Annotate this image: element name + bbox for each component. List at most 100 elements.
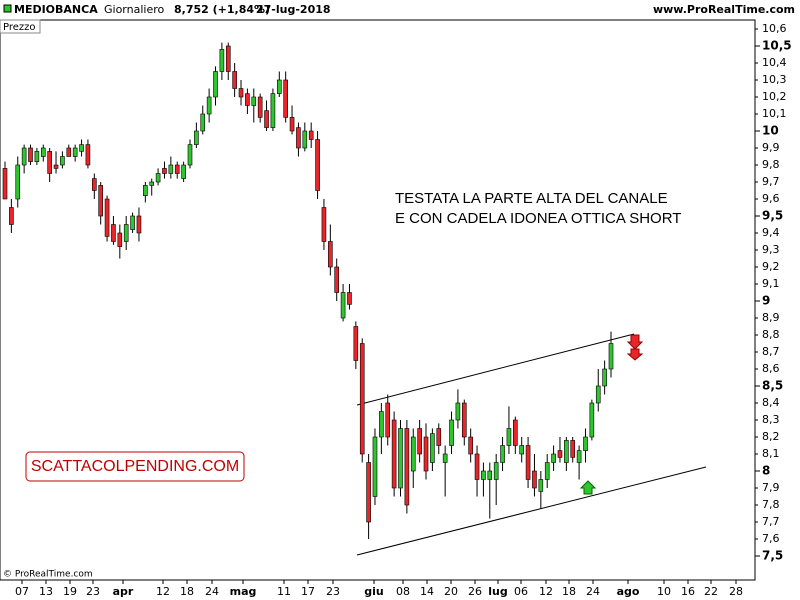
y-tick-label: 9 [762,294,770,308]
candle-body [519,445,524,455]
candle-body [155,173,161,183]
channel-lower [356,466,707,556]
candle-body [544,462,550,480]
candle-body [404,428,410,506]
x-tick-label: apr [113,585,134,598]
candle-body [200,113,206,132]
y-tick-label: 10,5 [762,39,792,53]
candle-body [245,93,250,106]
x-tick-label: giu [364,585,383,598]
candle-body [60,156,65,166]
candle-body [366,462,371,523]
candle-body [525,445,531,480]
y-tick-label: 10,1 [762,107,787,120]
candle-body [455,402,461,421]
candle-body [117,232,123,247]
candle-body [98,185,103,217]
candle-body [53,164,59,169]
candle-body [474,453,480,480]
period: Giornaliero [104,3,165,16]
candle-body [104,198,110,237]
x-tick-label: 14 [420,585,434,598]
x-tick-label: 24 [586,585,600,598]
panel-label-box [0,19,41,34]
candle-body [85,144,91,166]
candle-body [28,147,33,162]
y-tick-label: 7,6 [762,532,780,545]
candle-body [391,419,397,489]
candle-body [270,93,276,128]
candle-body [47,151,52,174]
y-tick-label: 9,9 [762,141,780,154]
y-tick-label: 7,9 [762,481,780,494]
candle-body [557,450,563,458]
y-tick-label: 10,2 [762,90,787,103]
candle-body [308,130,314,140]
candle-body [436,428,442,446]
candle-body [461,402,467,438]
x-tick-label: mag [230,585,257,598]
channel-upper [356,333,635,406]
candle-body [251,96,257,106]
candle-body [468,436,473,455]
candle-body [442,453,448,463]
y-tick-label: 7,8 [762,498,780,511]
candle-body [608,343,614,370]
x-tick-label: 10 [657,585,671,598]
candle-body [589,402,595,438]
annotation: TESTATA LA PARTE ALTA DEL CANALE [395,190,668,207]
candle-body [257,96,263,118]
candle-body [111,224,116,242]
y-tick-label: 7,5 [762,549,783,563]
y-tick-label: 9,5 [762,209,783,223]
candle-body [40,147,46,157]
candle-body [219,49,225,72]
candle-body [372,436,378,497]
candle-body [595,385,601,404]
candle-body [334,266,340,293]
y-tick-label: 8,4 [762,396,780,409]
annotation: E CON CADELA IDONEA OTTICA SHORT [395,210,681,227]
y-tick-label: 9,6 [762,192,780,205]
x-tick-label: 13 [39,585,53,598]
y-tick-label: 10,6 [762,22,787,35]
y-tick-label: 8,9 [762,311,780,324]
y-tick-label: 8,2 [762,430,780,443]
x-tick-label: 08 [396,585,410,598]
candle-body [206,96,212,115]
candle-body [583,436,588,451]
candle-body [15,164,21,200]
candle-body [430,433,435,463]
plot-frame [0,19,756,581]
y-tick-label: 9,3 [762,243,780,256]
y-tick-label: 8,5 [762,379,783,393]
candle-body [347,292,352,305]
x-tick-label: 20 [444,585,458,598]
x-tick-label: 12 [156,585,170,598]
x-tick-label: 06 [514,585,528,598]
candle-body [264,110,269,128]
y-tick-label: 10,3 [762,73,787,86]
candle-body [602,368,607,387]
x-tick-label: 23 [326,585,340,598]
candle-body [283,79,288,118]
candle-body [296,127,301,149]
y-tick-label: 9,2 [762,260,780,273]
candle-body [174,164,180,174]
candle-body [417,428,422,455]
candle-body [500,445,505,463]
candle-body [321,207,327,242]
y-tick-label: 9,7 [762,175,780,188]
panel-label: Prezzo [3,22,36,33]
candle-body [276,79,282,94]
x-tick-label: 23 [86,585,100,598]
x-tick-label: 07 [15,585,29,598]
candle-body [162,168,167,174]
symbol: MEDIOBANCA [14,3,98,16]
candle-body [576,450,582,463]
promo: SCATTACOLPENDING.COM [31,458,239,475]
x-tick-label: 18 [562,585,576,598]
y-tick-label: 8,8 [762,328,780,341]
candle-body [123,224,129,242]
